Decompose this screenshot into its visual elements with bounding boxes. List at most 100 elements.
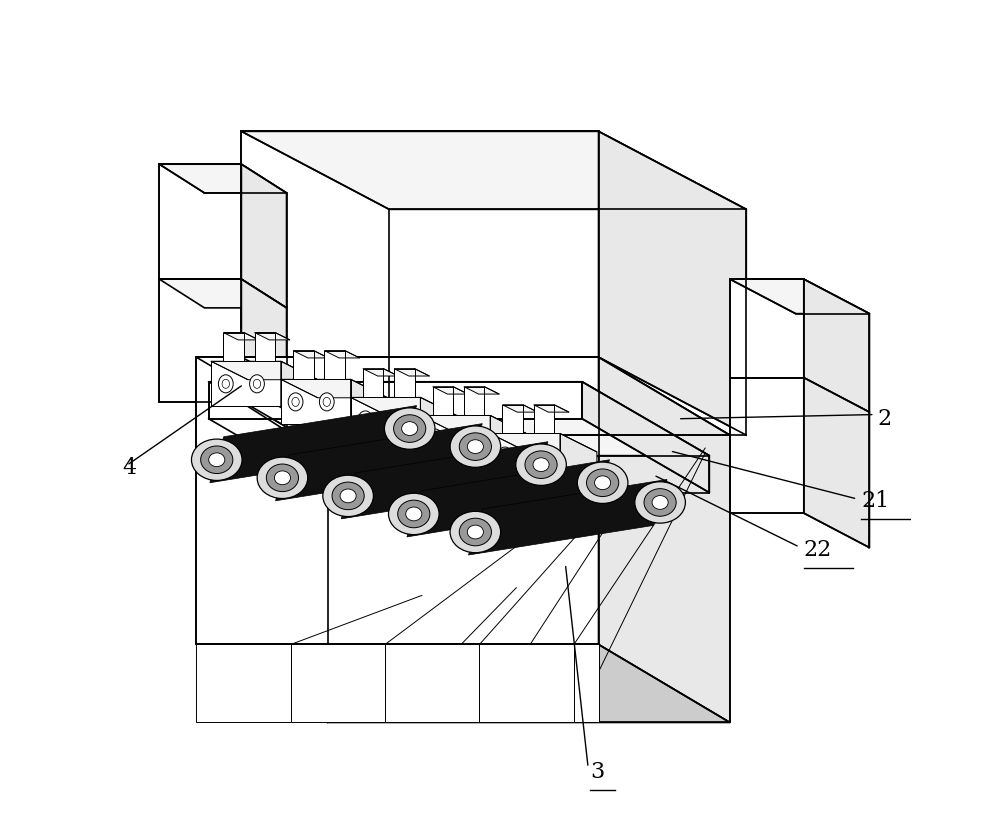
Polygon shape xyxy=(574,644,599,722)
Polygon shape xyxy=(490,433,560,479)
Ellipse shape xyxy=(450,426,501,467)
Polygon shape xyxy=(255,333,290,340)
Ellipse shape xyxy=(253,379,261,388)
Ellipse shape xyxy=(459,518,491,546)
Ellipse shape xyxy=(587,469,619,497)
Ellipse shape xyxy=(274,471,290,484)
Ellipse shape xyxy=(428,429,443,447)
Polygon shape xyxy=(599,131,746,435)
Polygon shape xyxy=(420,415,490,461)
Ellipse shape xyxy=(250,374,264,393)
Polygon shape xyxy=(293,351,314,379)
Ellipse shape xyxy=(191,439,242,480)
Polygon shape xyxy=(291,644,385,722)
Ellipse shape xyxy=(467,440,483,453)
Ellipse shape xyxy=(222,379,229,388)
Polygon shape xyxy=(490,433,597,452)
Polygon shape xyxy=(804,279,869,412)
Polygon shape xyxy=(433,387,453,415)
Ellipse shape xyxy=(431,433,439,443)
Ellipse shape xyxy=(332,482,364,510)
Polygon shape xyxy=(159,279,287,308)
Ellipse shape xyxy=(319,393,334,411)
Text: 22: 22 xyxy=(804,539,832,561)
Ellipse shape xyxy=(498,447,512,465)
Polygon shape xyxy=(255,333,275,361)
Polygon shape xyxy=(351,397,457,415)
Ellipse shape xyxy=(218,374,233,393)
Polygon shape xyxy=(351,379,388,443)
Polygon shape xyxy=(534,405,569,412)
Polygon shape xyxy=(420,397,457,461)
Ellipse shape xyxy=(516,444,566,485)
Ellipse shape xyxy=(292,397,299,406)
Ellipse shape xyxy=(209,453,225,466)
Ellipse shape xyxy=(635,482,685,523)
Ellipse shape xyxy=(459,433,491,461)
Ellipse shape xyxy=(463,433,470,443)
Polygon shape xyxy=(159,279,241,402)
Ellipse shape xyxy=(595,476,611,489)
Ellipse shape xyxy=(467,525,483,539)
Ellipse shape xyxy=(389,493,439,534)
Polygon shape xyxy=(324,351,360,358)
Polygon shape xyxy=(223,333,244,361)
Ellipse shape xyxy=(394,415,426,443)
Polygon shape xyxy=(241,279,287,431)
Polygon shape xyxy=(293,351,328,358)
Polygon shape xyxy=(223,333,259,340)
Text: 21: 21 xyxy=(861,490,889,511)
Ellipse shape xyxy=(398,500,430,528)
Polygon shape xyxy=(394,369,429,376)
Polygon shape xyxy=(241,131,746,209)
Polygon shape xyxy=(464,387,484,415)
Polygon shape xyxy=(433,387,468,394)
Text: 4: 4 xyxy=(122,457,136,479)
Ellipse shape xyxy=(323,475,373,516)
Ellipse shape xyxy=(358,410,373,429)
Polygon shape xyxy=(394,369,415,397)
Polygon shape xyxy=(159,164,287,193)
Ellipse shape xyxy=(402,422,418,435)
Polygon shape xyxy=(196,644,291,722)
Polygon shape xyxy=(730,279,804,378)
Ellipse shape xyxy=(389,410,404,429)
Polygon shape xyxy=(502,405,523,433)
Ellipse shape xyxy=(362,415,369,424)
Polygon shape xyxy=(730,378,804,513)
Polygon shape xyxy=(241,131,599,357)
Polygon shape xyxy=(479,644,574,722)
Polygon shape xyxy=(211,361,281,406)
Ellipse shape xyxy=(577,462,628,503)
Polygon shape xyxy=(534,405,554,433)
Ellipse shape xyxy=(384,408,435,449)
Ellipse shape xyxy=(459,429,474,447)
Polygon shape xyxy=(599,357,730,722)
Polygon shape xyxy=(159,164,241,279)
Polygon shape xyxy=(281,361,318,425)
Polygon shape xyxy=(502,405,538,412)
Polygon shape xyxy=(407,460,610,537)
Polygon shape xyxy=(560,433,597,498)
Polygon shape xyxy=(363,369,383,397)
Polygon shape xyxy=(730,279,869,314)
Ellipse shape xyxy=(450,511,501,553)
Polygon shape xyxy=(196,357,599,644)
Ellipse shape xyxy=(525,451,557,479)
Ellipse shape xyxy=(529,447,544,465)
Ellipse shape xyxy=(533,458,549,471)
Ellipse shape xyxy=(501,452,509,461)
Ellipse shape xyxy=(323,397,330,406)
Ellipse shape xyxy=(644,488,676,516)
Polygon shape xyxy=(211,361,318,379)
Polygon shape xyxy=(196,644,730,722)
Polygon shape xyxy=(210,406,417,483)
Polygon shape xyxy=(468,479,667,555)
Polygon shape xyxy=(196,357,730,435)
Polygon shape xyxy=(464,387,499,394)
Polygon shape xyxy=(241,164,287,308)
Polygon shape xyxy=(385,644,479,722)
Polygon shape xyxy=(363,369,398,376)
Ellipse shape xyxy=(201,446,233,474)
Ellipse shape xyxy=(257,457,308,498)
